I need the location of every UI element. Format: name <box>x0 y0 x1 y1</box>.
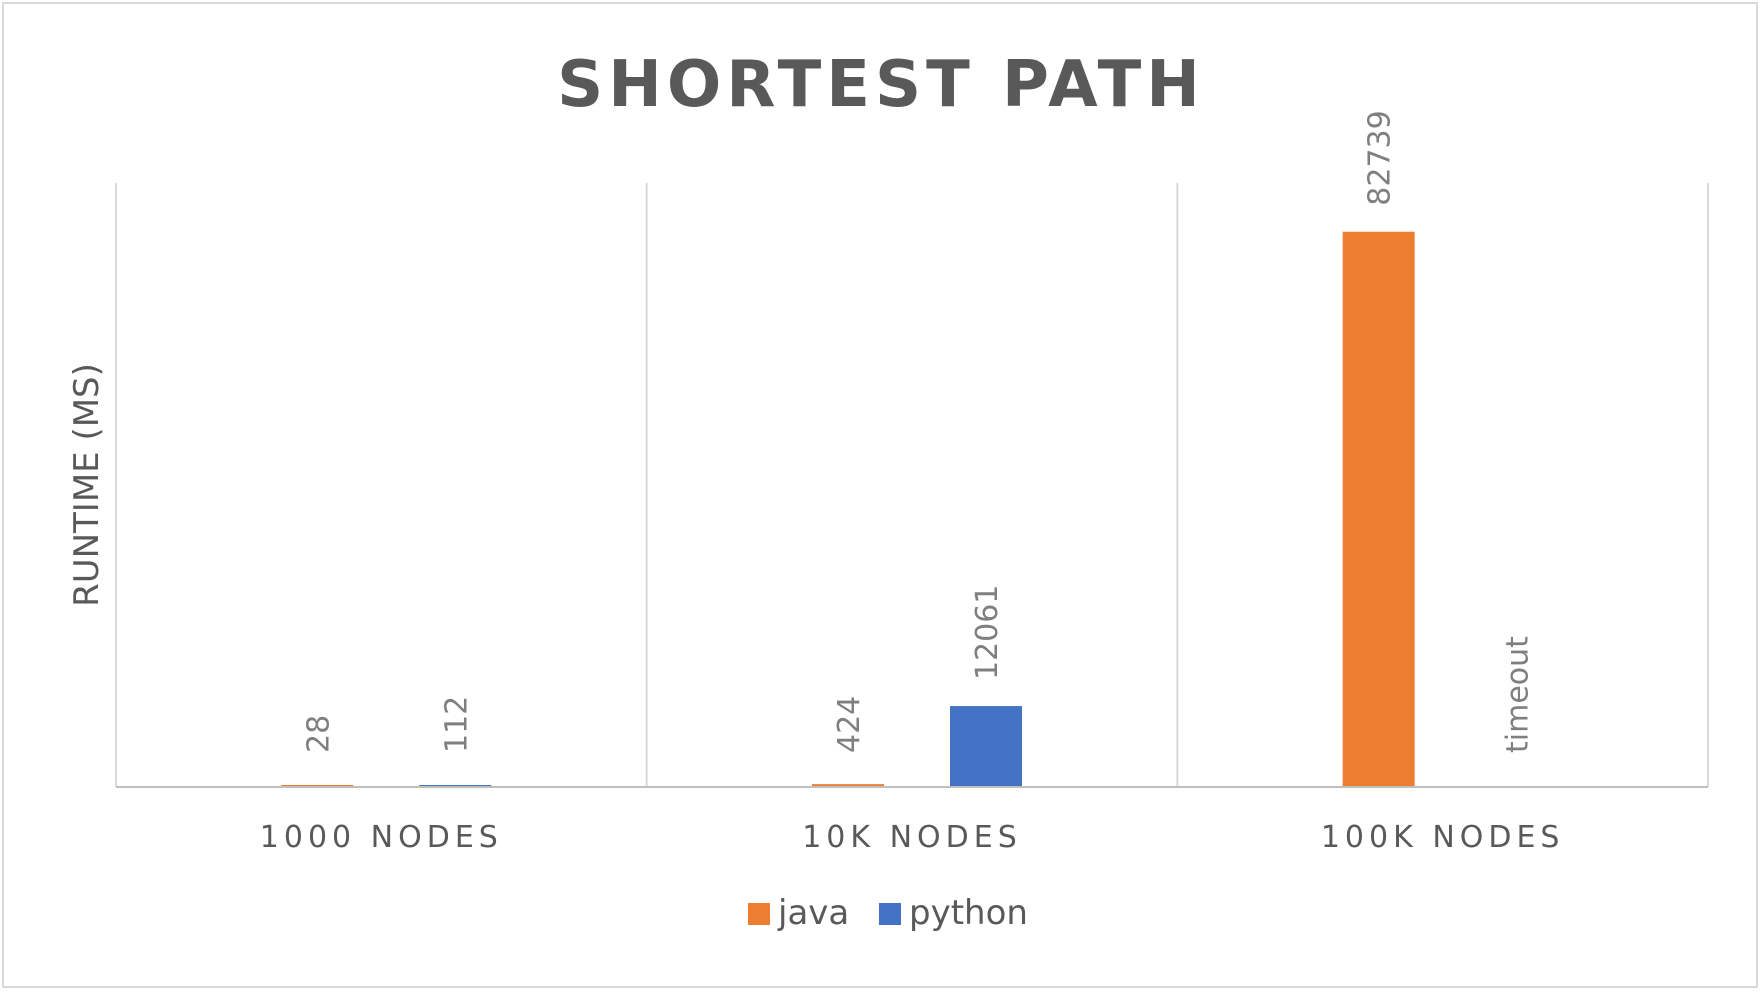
chart-title: SHORTEST PATH <box>557 48 1205 122</box>
category-label: 1000 NODES <box>260 820 503 855</box>
bar-java <box>1342 231 1415 787</box>
category-label: 100K NODES <box>1321 820 1565 855</box>
legend-label: java <box>777 893 849 933</box>
legend-swatch <box>879 903 901 925</box>
data-label-python: 12061 <box>970 585 1005 680</box>
data-label-java: 424 <box>832 696 867 753</box>
bars <box>281 231 1415 787</box>
data-label-python: 112 <box>439 696 474 753</box>
category-label: 10K NODES <box>802 820 1022 855</box>
legend-item-python: python <box>879 893 1028 933</box>
y-axis-label: RUNTIME (MS) <box>67 363 107 607</box>
legend-swatch <box>748 903 770 925</box>
category-labels: 1000 NODES 10K NODES 100K NODES <box>260 820 1565 855</box>
data-label-java: 82739 <box>1363 110 1398 205</box>
legend-item-java: java <box>748 893 849 933</box>
bar-python <box>950 706 1022 787</box>
bar-java <box>812 784 884 787</box>
category-gridlines <box>115 183 1709 787</box>
data-labels: 28 112 424 12061 82739 timeout <box>301 110 1535 753</box>
legend: java python <box>748 893 1028 933</box>
data-label-java: 28 <box>301 715 336 753</box>
legend-label: python <box>909 893 1028 933</box>
data-label-python: timeout <box>1501 636 1536 753</box>
